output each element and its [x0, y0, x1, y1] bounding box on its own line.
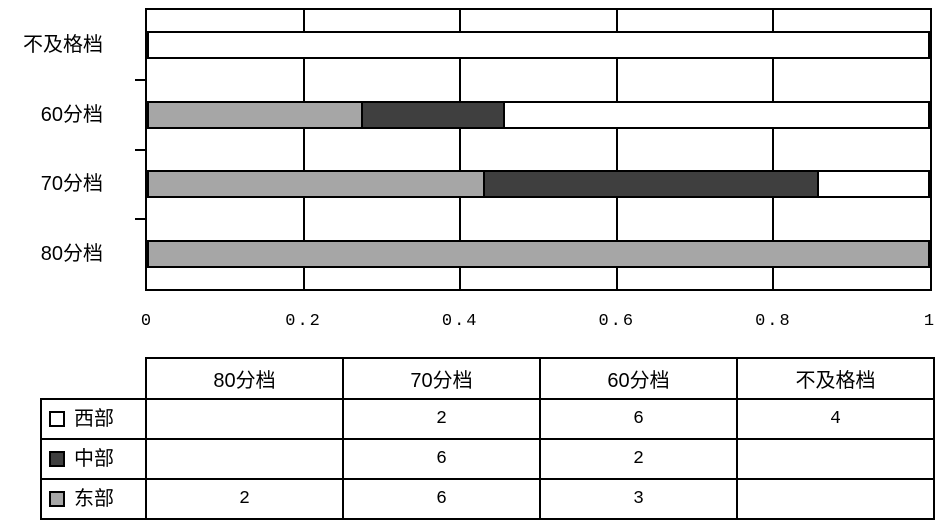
- legend-label: 中部: [74, 448, 114, 470]
- table-header-cell: 80分档: [145, 357, 344, 400]
- legend-entry: 中部: [43, 448, 144, 470]
- table-row: 西部 2 6 4: [40, 398, 935, 440]
- table-row: 中部 6 2: [40, 438, 935, 480]
- plot-area: [145, 8, 932, 291]
- legend-cell-west: 西部: [40, 398, 147, 440]
- bar-segment-west: [503, 102, 928, 127]
- legend-swatch-east: [49, 491, 65, 507]
- table-value-cell: [145, 398, 344, 440]
- legend-cell-central: 中部: [40, 438, 147, 480]
- stacked-bar: [147, 240, 930, 269]
- legend-cell-east: 东部: [40, 478, 147, 520]
- table-value-cell: 2: [145, 478, 344, 520]
- legend-entry: 西部: [43, 408, 144, 430]
- table-value-cell: [145, 438, 344, 480]
- y-axis-tick: [135, 149, 146, 151]
- table-value-cell: 2: [342, 398, 541, 440]
- stacked-bar: [147, 170, 930, 199]
- y-axis-label: 不及格档: [23, 33, 103, 56]
- table-value-cell: 3: [539, 478, 738, 520]
- stacked-bar: [147, 30, 930, 59]
- data-table: 80分档 70分档 60分档 不及格档 西部 2 6 4 中部 6 2 东部 2 6 3: [40, 357, 935, 520]
- bar-segment-east: [149, 242, 928, 267]
- category-band: [147, 150, 930, 220]
- x-axis-label: 1: [923, 312, 937, 331]
- y-axis-label: 80分档: [40, 243, 103, 266]
- table-header-row: 80分档 70分档 60分档 不及格档: [41, 357, 935, 400]
- category-band: [147, 80, 930, 150]
- vertical-gridline: [302, 10, 305, 289]
- legend-entry: 东部: [43, 488, 144, 510]
- legend-swatch-west: [49, 411, 65, 427]
- table-header-cell: 60分档: [539, 357, 738, 400]
- category-band: [147, 219, 930, 289]
- table-value-cell: 6: [539, 398, 738, 440]
- vertical-gridline: [772, 10, 775, 289]
- table-body: 西部 2 6 4 中部 6 2 东部 2 6 3: [40, 398, 935, 520]
- y-axis-tick: [135, 218, 146, 220]
- table-header-cell: 不及格档: [736, 357, 935, 400]
- x-axis-label: 0.4: [441, 312, 479, 331]
- vertical-gridline: [615, 10, 618, 289]
- bar-segment-central: [482, 172, 817, 197]
- category-band: [147, 10, 930, 80]
- table-corner-blank: [41, 358, 146, 399]
- table-value-cell: [736, 478, 935, 520]
- bar-segment-east: [149, 102, 362, 127]
- legend-label: 东部: [74, 488, 114, 510]
- vertical-gridline: [459, 10, 462, 289]
- table-row: 东部 2 6 3: [40, 478, 935, 520]
- table-header: 80分档 70分档 60分档 不及格档: [41, 357, 935, 400]
- table-header-cell: 70分档: [342, 357, 541, 400]
- bar-segment-central: [361, 102, 504, 127]
- table-value-cell: 2: [539, 438, 738, 480]
- y-axis-label: 70分档: [40, 173, 103, 196]
- y-axis-label: 60分档: [40, 103, 103, 126]
- bar-segment-east: [149, 172, 483, 197]
- bar-segment-west: [149, 32, 928, 57]
- x-axis-label: 0.8: [755, 312, 792, 331]
- x-axis-label: 0.6: [598, 312, 636, 331]
- legend-swatch-central: [49, 451, 65, 467]
- table-value-cell: 6: [342, 438, 541, 480]
- bar-segment-west: [816, 172, 928, 197]
- x-axis-label: 0.2: [285, 312, 322, 331]
- legend-label: 西部: [74, 408, 114, 430]
- table-value-cell: 4: [736, 398, 935, 440]
- y-axis-tick: [135, 79, 146, 81]
- table-value-cell: [736, 438, 935, 480]
- stacked-bar: [147, 100, 930, 129]
- x-axis-label: 0: [140, 312, 154, 331]
- table-value-cell: 6: [342, 478, 541, 520]
